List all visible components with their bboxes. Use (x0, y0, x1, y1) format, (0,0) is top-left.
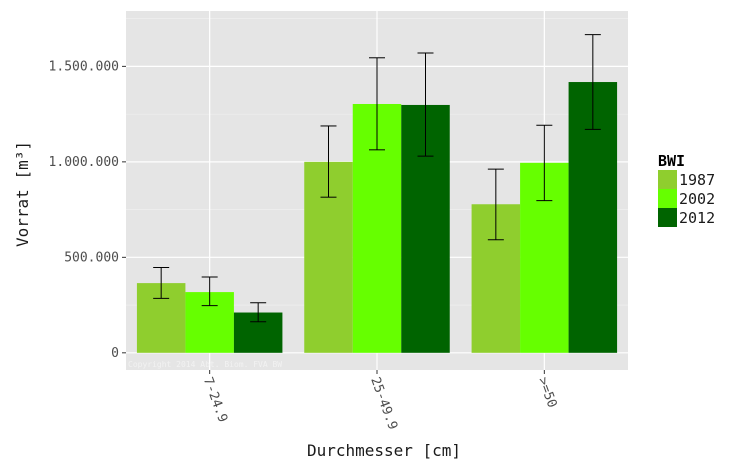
x-axis-ticks: 7-24.9 25-49.9 >=50 (200, 370, 559, 432)
x-tick-label: >=50 (535, 375, 560, 410)
y-tick-label: 1.000.000 (49, 155, 119, 170)
y-tick-label: 500.000 (64, 250, 119, 265)
error-bars (153, 34, 601, 323)
legend-label-2002: 2002 (679, 190, 715, 208)
legend-swatch-2012 (658, 208, 677, 227)
y-tick-label: 1.500.000 (49, 59, 119, 74)
legend-swatch-2002 (658, 189, 677, 208)
x-axis-title: Durchmesser [cm] (307, 441, 461, 460)
copyright-watermark: Copyright 2014 Abt. Biom. FVA BW (128, 360, 282, 369)
y-axis-title: Vorrat [m³] (13, 141, 32, 247)
legend-label-1987: 1987 (679, 171, 715, 189)
y-axis-ticks: 0 500.000 1.000.000 1.500.000 (49, 59, 126, 361)
y-tick-label: 0 (111, 346, 119, 361)
x-tick-label: 25-49.9 (367, 375, 400, 432)
legend-label-2012: 2012 (679, 209, 715, 227)
x-tick-label: 7-24.9 (200, 375, 230, 424)
legend-swatch-1987 (658, 170, 677, 189)
legend-title: BWI (658, 152, 685, 170)
bars (136, 82, 618, 353)
